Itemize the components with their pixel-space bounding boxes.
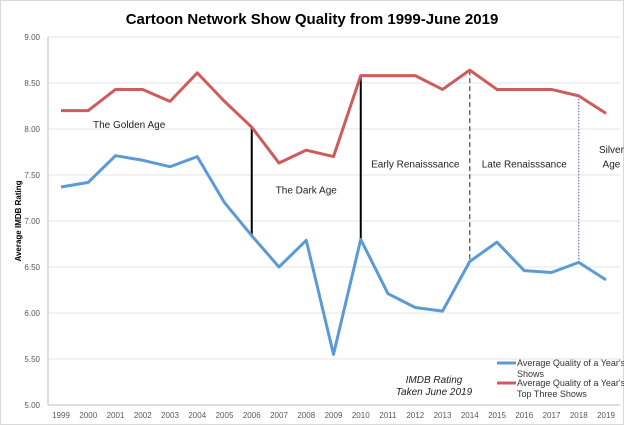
x-tick-label: 2015 (488, 411, 506, 420)
legend-label: Shows (517, 369, 545, 379)
y-axis-title: Average IMDB Rating (14, 180, 23, 261)
x-tick-label: 2011 (379, 411, 397, 420)
x-tick-label: 2005 (216, 411, 234, 420)
legend-label: Average Quality of a Year's (517, 358, 624, 368)
x-tick-label: 2009 (325, 411, 343, 420)
x-tick-label: 2017 (543, 411, 561, 420)
x-tick-label: 2003 (161, 411, 179, 420)
era-label: Early Renaisssance (371, 160, 460, 171)
x-tick-label: 2014 (461, 411, 479, 420)
y-tick-label: 8.00 (24, 125, 40, 134)
x-tick-label: 2000 (79, 411, 97, 420)
era-label: Age (603, 160, 621, 171)
x-tick-label: 2001 (107, 411, 125, 420)
y-tick-label: 6.50 (24, 263, 40, 272)
legend-label: Top Three Shows (517, 389, 587, 399)
x-tick-label: 2012 (406, 411, 424, 420)
era-label: The Dark Age (276, 185, 338, 196)
x-tick-label: 2006 (243, 411, 261, 420)
x-tick-label: 1999 (52, 411, 70, 420)
x-tick-label: 2013 (434, 411, 452, 420)
era-label: Late Renaisssance (482, 160, 567, 171)
era-label: The Golden Age (93, 120, 166, 131)
x-tick-label: 2007 (270, 411, 288, 420)
y-tick-label: 7.50 (24, 171, 40, 180)
note-text: IMDB Rating (406, 375, 463, 386)
legend-label: Average Quality of a Year's (517, 378, 624, 388)
y-tick-label: 5.50 (24, 355, 40, 364)
y-tick-label: 8.50 (24, 79, 40, 88)
x-tick-label: 2010 (352, 411, 370, 420)
x-tick-label: 2016 (515, 411, 533, 420)
chart-title: Cartoon Network Show Quality from 1999-J… (126, 11, 499, 28)
era-label: Silver (599, 145, 624, 156)
x-tick-label: 2002 (134, 411, 152, 420)
y-tick-label: 9.00 (24, 33, 40, 42)
x-tick-label: 2019 (597, 411, 615, 420)
x-tick-label: 2008 (297, 411, 315, 420)
note-text: Taken June 2019 (396, 387, 473, 398)
y-tick-label: 6.00 (24, 309, 40, 318)
x-tick-label: 2018 (570, 411, 588, 420)
y-tick-label: 5.00 (24, 401, 40, 410)
x-tick-label: 2004 (188, 411, 206, 420)
y-tick-label: 7.00 (24, 217, 40, 226)
